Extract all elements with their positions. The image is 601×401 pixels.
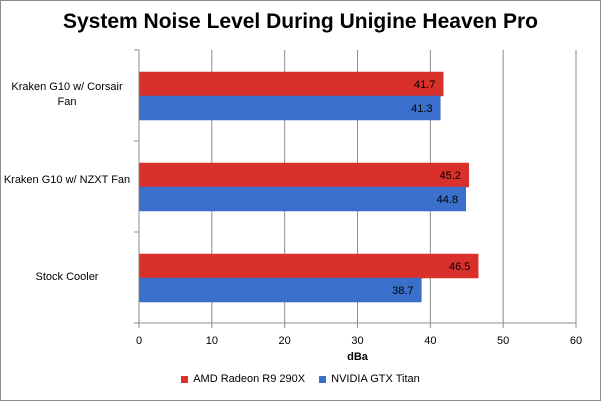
legend-item-nvidia: NVIDIA GTX Titan <box>319 373 420 385</box>
x-tick-label-6: 60 <box>570 335 582 347</box>
x-tick-label-0: 0 <box>136 335 142 347</box>
legend-label-nvidia: NVIDIA GTX Titan <box>331 373 420 385</box>
legend: AMD Radeon R9 290X NVIDIA GTX Titan <box>0 373 601 385</box>
category-label-0: Kraken G10 w/ Corsair Fan <box>11 81 123 108</box>
data-label-0-1: 45.2 <box>439 170 460 182</box>
legend-swatch-nvidia <box>319 375 327 383</box>
bar-0-2 <box>139 253 479 279</box>
data-label-1-2: 38.7 <box>392 285 413 297</box>
legend-swatch-amd <box>181 375 189 383</box>
x-tick-label-3: 30 <box>351 335 363 347</box>
data-label-1-0: 41.3 <box>411 103 432 115</box>
x-tick-label-1: 10 <box>206 335 218 347</box>
data-label-0-2: 46.5 <box>449 261 470 273</box>
legend-label-amd: AMD Radeon R9 290X <box>193 373 306 385</box>
bar-1-0 <box>139 95 441 121</box>
legend-item-amd: AMD Radeon R9 290X <box>181 373 305 385</box>
bar-1-2 <box>139 277 422 303</box>
category-label-2: Stock Cooler <box>35 271 99 283</box>
x-tick-label-4: 40 <box>424 335 436 347</box>
bar-0-0 <box>139 71 444 97</box>
bar-0-1 <box>139 162 469 188</box>
data-label-0-0: 41.7 <box>414 79 435 91</box>
category-label-1: Kraken G10 w/ NZXT Fan <box>3 174 131 186</box>
x-tick-label-2: 20 <box>279 335 291 347</box>
x-axis-title: dBa <box>347 351 369 363</box>
data-label-1-1: 44.8 <box>437 194 458 206</box>
x-tick-label-5: 50 <box>497 335 509 347</box>
chart-title: System Noise Level During Unigine Heaven… <box>63 10 538 33</box>
bar-1-1 <box>139 186 467 212</box>
